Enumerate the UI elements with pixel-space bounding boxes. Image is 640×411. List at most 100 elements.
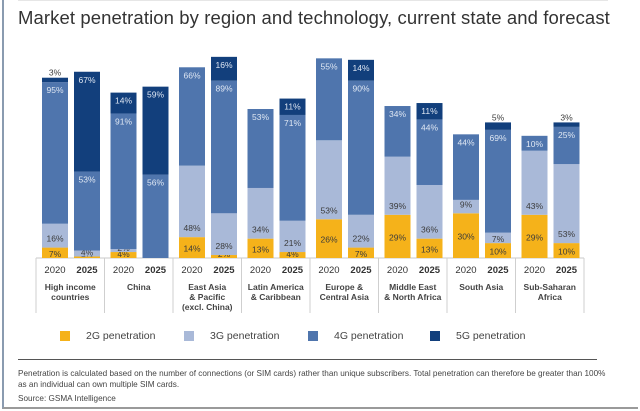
bar-5g-high-income-countries-2020 bbox=[42, 77, 68, 83]
data-label: 66% bbox=[183, 70, 200, 80]
bar-5g-sub-saharan-africa-2025 bbox=[553, 122, 580, 127]
category-label: South Asia bbox=[459, 282, 503, 292]
data-label: 53% bbox=[78, 175, 95, 185]
chart-title: Market penetration by region and technol… bbox=[18, 7, 610, 28]
bar-3g-europe-central-asia-2020 bbox=[316, 140, 342, 220]
bar-4g-latin-america-caribbean-2020 bbox=[247, 109, 274, 188]
data-label: 10% bbox=[526, 139, 543, 149]
bar-4g-latin-america-caribbean-2025 bbox=[279, 114, 306, 221]
legend-label-5g: 5G penetration bbox=[456, 330, 526, 342]
footnote-divider bbox=[18, 359, 597, 360]
bar-4g-europe-central-asia-2020 bbox=[316, 58, 342, 141]
data-label: 89% bbox=[215, 84, 232, 94]
data-label: 16% bbox=[215, 60, 232, 70]
bar-5g-europe-central-asia-2025 bbox=[348, 59, 374, 81]
bar-3g-sub-saharan-africa-2025 bbox=[553, 164, 580, 244]
data-label: 44% bbox=[457, 137, 474, 147]
data-label: 10% bbox=[558, 247, 575, 257]
data-label: 13% bbox=[421, 244, 438, 254]
top-divider bbox=[18, 0, 608, 1]
bar-5g-china-2020 bbox=[110, 92, 137, 114]
data-label: 90% bbox=[352, 84, 369, 94]
bar-2g-latin-america-caribbean-2025 bbox=[279, 252, 306, 258]
bar-4g-china-2025 bbox=[142, 174, 169, 258]
data-label: 4% bbox=[117, 249, 130, 259]
data-label: 4% bbox=[81, 248, 94, 258]
data-label: 11% bbox=[284, 102, 301, 112]
data-label: 53% bbox=[320, 205, 337, 215]
bar-2g-sub-saharan-africa-2025 bbox=[553, 243, 580, 258]
data-label: 43% bbox=[526, 201, 543, 211]
category-label: Africa bbox=[538, 292, 562, 302]
bar-4g-south-asia-2025 bbox=[485, 129, 511, 233]
year-tick-label: 2020 bbox=[524, 265, 545, 276]
year-tick-label: 2020 bbox=[113, 265, 134, 276]
bar-3g-latin-america-caribbean-2025 bbox=[279, 220, 306, 253]
data-label: 29% bbox=[389, 232, 406, 242]
data-label: 29% bbox=[526, 232, 543, 242]
data-label: 14% bbox=[183, 244, 200, 254]
legend-swatch-2g bbox=[60, 331, 70, 341]
category-label: & North Africa bbox=[384, 292, 442, 302]
data-label: 34% bbox=[252, 225, 269, 235]
data-label: 30% bbox=[457, 232, 474, 242]
year-tick-label: 2025 bbox=[419, 265, 441, 276]
bar-4g-high-income-countries-2025 bbox=[74, 171, 100, 251]
data-label: 28% bbox=[215, 241, 232, 251]
bar-4g-china-2020 bbox=[110, 113, 137, 250]
data-label: 21% bbox=[284, 238, 301, 248]
data-label: 7% bbox=[355, 249, 368, 259]
legend-label-3g: 3G penetration bbox=[210, 330, 280, 342]
category-label: Middle East bbox=[389, 282, 436, 292]
data-label: 59% bbox=[147, 90, 164, 100]
data-label: 5% bbox=[492, 112, 505, 122]
category-label: (excl. China) bbox=[182, 302, 233, 312]
data-label: 95% bbox=[46, 85, 63, 95]
bar-2g-south-asia-2020 bbox=[453, 213, 479, 258]
bar-3g-sub-saharan-africa-2020 bbox=[521, 150, 548, 215]
data-label: 26% bbox=[320, 235, 337, 245]
category-label: High income bbox=[45, 282, 96, 292]
year-tick-label: 2020 bbox=[181, 265, 202, 276]
bar-3g-china-2020 bbox=[110, 249, 137, 253]
bar-2g-high-income-countries-2025 bbox=[74, 256, 100, 258]
bar-4g-east-asia-pacific-excl-china-2025 bbox=[211, 80, 237, 214]
legend-item-4g: 4G penetration bbox=[308, 330, 403, 342]
year-tick-label: 2025 bbox=[487, 265, 509, 276]
data-label: 53% bbox=[252, 112, 269, 122]
bar-4g-middle-east-north-africa-2020 bbox=[384, 106, 411, 157]
bar-3g-europe-central-asia-2025 bbox=[348, 214, 374, 248]
data-label: 44% bbox=[421, 122, 438, 132]
bar-4g-south-asia-2020 bbox=[453, 134, 479, 200]
data-label: 34% bbox=[389, 109, 406, 119]
legend-swatch-4g bbox=[308, 331, 318, 341]
data-label: 13% bbox=[252, 244, 269, 254]
bar-2g-middle-east-north-africa-2020 bbox=[384, 214, 411, 258]
category-label: Sub-Saharan bbox=[524, 282, 576, 292]
bar-2g-middle-east-north-africa-2025 bbox=[416, 238, 443, 258]
category-label: & Pacific bbox=[189, 292, 225, 302]
category-label: & Caribbean bbox=[251, 292, 301, 302]
bar-3g-middle-east-north-africa-2025 bbox=[416, 184, 443, 239]
bar-2g-east-asia-pacific-excl-china-2025 bbox=[211, 255, 237, 258]
year-tick-label: 2025 bbox=[556, 265, 578, 276]
legend-swatch-3g bbox=[184, 331, 194, 341]
year-tick-label: 2020 bbox=[455, 265, 476, 276]
bar-3g-latin-america-caribbean-2020 bbox=[247, 187, 274, 239]
category-label: Central Asia bbox=[320, 292, 370, 302]
bar-2g-china-2020 bbox=[110, 252, 137, 258]
data-label: 11% bbox=[421, 106, 438, 116]
bar-3g-high-income-countries-2025 bbox=[74, 250, 100, 257]
bar-3g-high-income-countries-2020 bbox=[42, 223, 68, 248]
data-label: 91% bbox=[115, 116, 132, 126]
bar-5g-latin-america-caribbean-2025 bbox=[279, 98, 306, 115]
year-tick-label: 2020 bbox=[44, 265, 65, 276]
data-label: 14% bbox=[115, 96, 132, 106]
data-label: 7% bbox=[49, 249, 62, 259]
legend-label-2g: 2G penetration bbox=[86, 330, 156, 342]
bar-2g-europe-central-asia-2020 bbox=[316, 219, 342, 258]
legend: 2G penetration 3G penetration 4G penetra… bbox=[0, 330, 640, 346]
bar-3g-south-asia-2025 bbox=[485, 232, 511, 244]
data-label: 39% bbox=[389, 201, 406, 211]
